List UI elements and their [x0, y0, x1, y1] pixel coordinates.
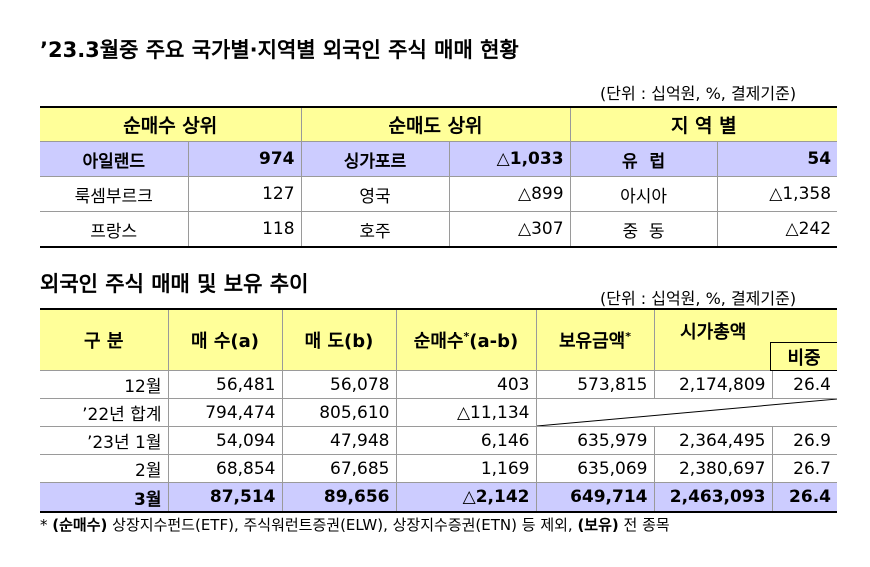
sell-value: △899	[448, 176, 571, 212]
ratio-cell: 26.4	[771, 370, 837, 399]
unit-note-top: (단위 : 십억원, %, 결제기준)	[600, 84, 797, 103]
buy-cell: 68,854	[167, 454, 283, 483]
table-row: 12월 56,481 56,078 403 573,815 2,174,809 …	[40, 370, 837, 399]
not-applicable-cell	[535, 398, 837, 427]
ratio-cell: 26.7	[771, 454, 837, 483]
header-net-sell-top: 순매도 상위	[300, 106, 571, 142]
mcap-cell: 2,174,809	[653, 370, 773, 399]
trend-title: 외국인 주식 매매 및 보유 추이	[40, 272, 309, 296]
period-cell: 12월	[40, 370, 169, 399]
market-cap-label: 시가총액	[680, 322, 747, 343]
mcap-cell: 2,380,697	[653, 454, 773, 483]
net-cell: △2,142	[395, 482, 537, 513]
sell-country: 싱가포르	[300, 141, 450, 177]
region-value: △242	[716, 211, 838, 248]
header-holdings: 보유금액*	[535, 308, 655, 371]
table-row: 프랑스 118 호주 △307 중 동 △242	[40, 211, 838, 248]
header-ratio: 비중	[770, 342, 837, 371]
table-row: 룩셈부르크 127 영국 △899 아시아 △1,358	[40, 176, 838, 212]
buy-country: 아일랜드	[40, 141, 189, 177]
period-cell: 3월	[40, 482, 169, 513]
buy-country: 룩셈부르크	[40, 176, 189, 212]
main-title: ’23.3월중 주요 국가별·지역별 외국인 주식 매매 현황	[40, 38, 519, 62]
table-row: ’22년 합계 794,474 805,610 △11,134	[40, 398, 837, 427]
mcap-cell: 2,463,093	[653, 482, 773, 513]
net-cell: 6,146	[395, 426, 537, 455]
header-buy: 매 수(a)	[167, 308, 283, 371]
holdings-label: 보유금액	[558, 331, 626, 352]
table-row: 2월 68,854 67,685 1,169 635,069 2,380,697…	[40, 454, 837, 483]
sell-value: △1,033	[448, 141, 571, 177]
buy-cell: 87,514	[167, 482, 283, 513]
region-name: 중 동	[569, 211, 718, 248]
footnote-mark: *	[40, 516, 48, 534]
footnote: * (순매수) 상장지수펀드(ETF), 주식워런트증권(ELW), 상장지수증…	[40, 514, 670, 535]
period-cell: 2월	[40, 454, 169, 483]
header-ratio-cell: 비중	[770, 308, 837, 371]
sell-country: 호주	[300, 211, 450, 248]
ratio-cell: 26.9	[771, 426, 837, 455]
footnote-net-text: 상장지수펀드(ETF), 주식워런트증권(ELW), 상장지수증권(ETN) 등…	[107, 516, 578, 534]
header-net-buy: 순매수*(a-b)	[395, 308, 537, 371]
net-cell: 1,169	[395, 454, 537, 483]
sell-value: △307	[448, 211, 571, 248]
holdings-cell: 573,815	[535, 370, 655, 399]
region-value: △1,358	[716, 176, 838, 212]
buy-country: 프랑스	[40, 211, 189, 248]
footnote-hold-text: 전 종목	[618, 516, 670, 534]
ratio-cell: 26.4	[771, 482, 837, 513]
header-market-cap: 시가총액	[653, 308, 772, 371]
period-cell: ’23년 1월	[40, 426, 169, 455]
sell-country: 영국	[300, 176, 450, 212]
unit-note-bottom: (단위 : 십억원, %, 결제기준)	[600, 289, 797, 308]
holdings-cell: 649,714	[535, 482, 655, 513]
net-cell: 403	[395, 370, 537, 399]
buy-cell: 56,481	[167, 370, 283, 399]
buy-value: 974	[187, 141, 302, 177]
buy-value: 118	[187, 211, 302, 248]
sell-cell: 805,610	[281, 398, 397, 427]
buy-value: 127	[187, 176, 302, 212]
table-row: 아일랜드 974 싱가포르 △1,033 유 럽 54	[40, 141, 838, 177]
sell-cell: 89,656	[281, 482, 397, 513]
region-name: 아시아	[569, 176, 718, 212]
holdings-cell: 635,069	[535, 454, 655, 483]
mcap-cell: 2,364,495	[653, 426, 773, 455]
table-row: ’23년 1월 54,094 47,948 6,146 635,979 2,36…	[40, 426, 837, 455]
holdings-cell: 635,979	[535, 426, 655, 455]
asterisk-mark: *	[463, 330, 470, 343]
asterisk-mark: *	[625, 330, 631, 343]
region-value: 54	[716, 141, 838, 177]
header-sell: 매 도(b)	[281, 308, 397, 371]
net-buy-label: 순매수	[413, 331, 464, 352]
diagonal-slash	[536, 399, 837, 426]
buy-cell: 794,474	[167, 398, 283, 427]
sell-cell: 47,948	[281, 426, 397, 455]
header-by-region: 지 역 별	[569, 106, 838, 142]
header-net-buy-top: 순매수 상위	[40, 106, 302, 142]
foreign-trade-trend-table: 구 분 매 수(a) 매 도(b) 순매수*(a-b) 보유금액* 시가총액 비…	[40, 308, 837, 513]
net-cell: △11,134	[395, 398, 537, 427]
region-name: 유 럽	[569, 141, 718, 177]
sell-cell: 67,685	[281, 454, 397, 483]
country-net-trade-table: 순매수 상위 순매도 상위 지 역 별 아일랜드 974 싱가포르 △1,033…	[40, 106, 838, 248]
footnote-net-label: (순매수)	[52, 516, 108, 534]
sell-cell: 56,078	[281, 370, 397, 399]
buy-cell: 54,094	[167, 426, 283, 455]
header-period: 구 분	[40, 308, 169, 371]
net-buy-formula: (a-b)	[469, 331, 519, 352]
footnote-hold-label: (보유)	[577, 516, 619, 534]
period-cell: ’22년 합계	[40, 398, 169, 427]
table-row-current: 3월 87,514 89,656 △2,142 649,714 2,463,09…	[40, 482, 837, 513]
